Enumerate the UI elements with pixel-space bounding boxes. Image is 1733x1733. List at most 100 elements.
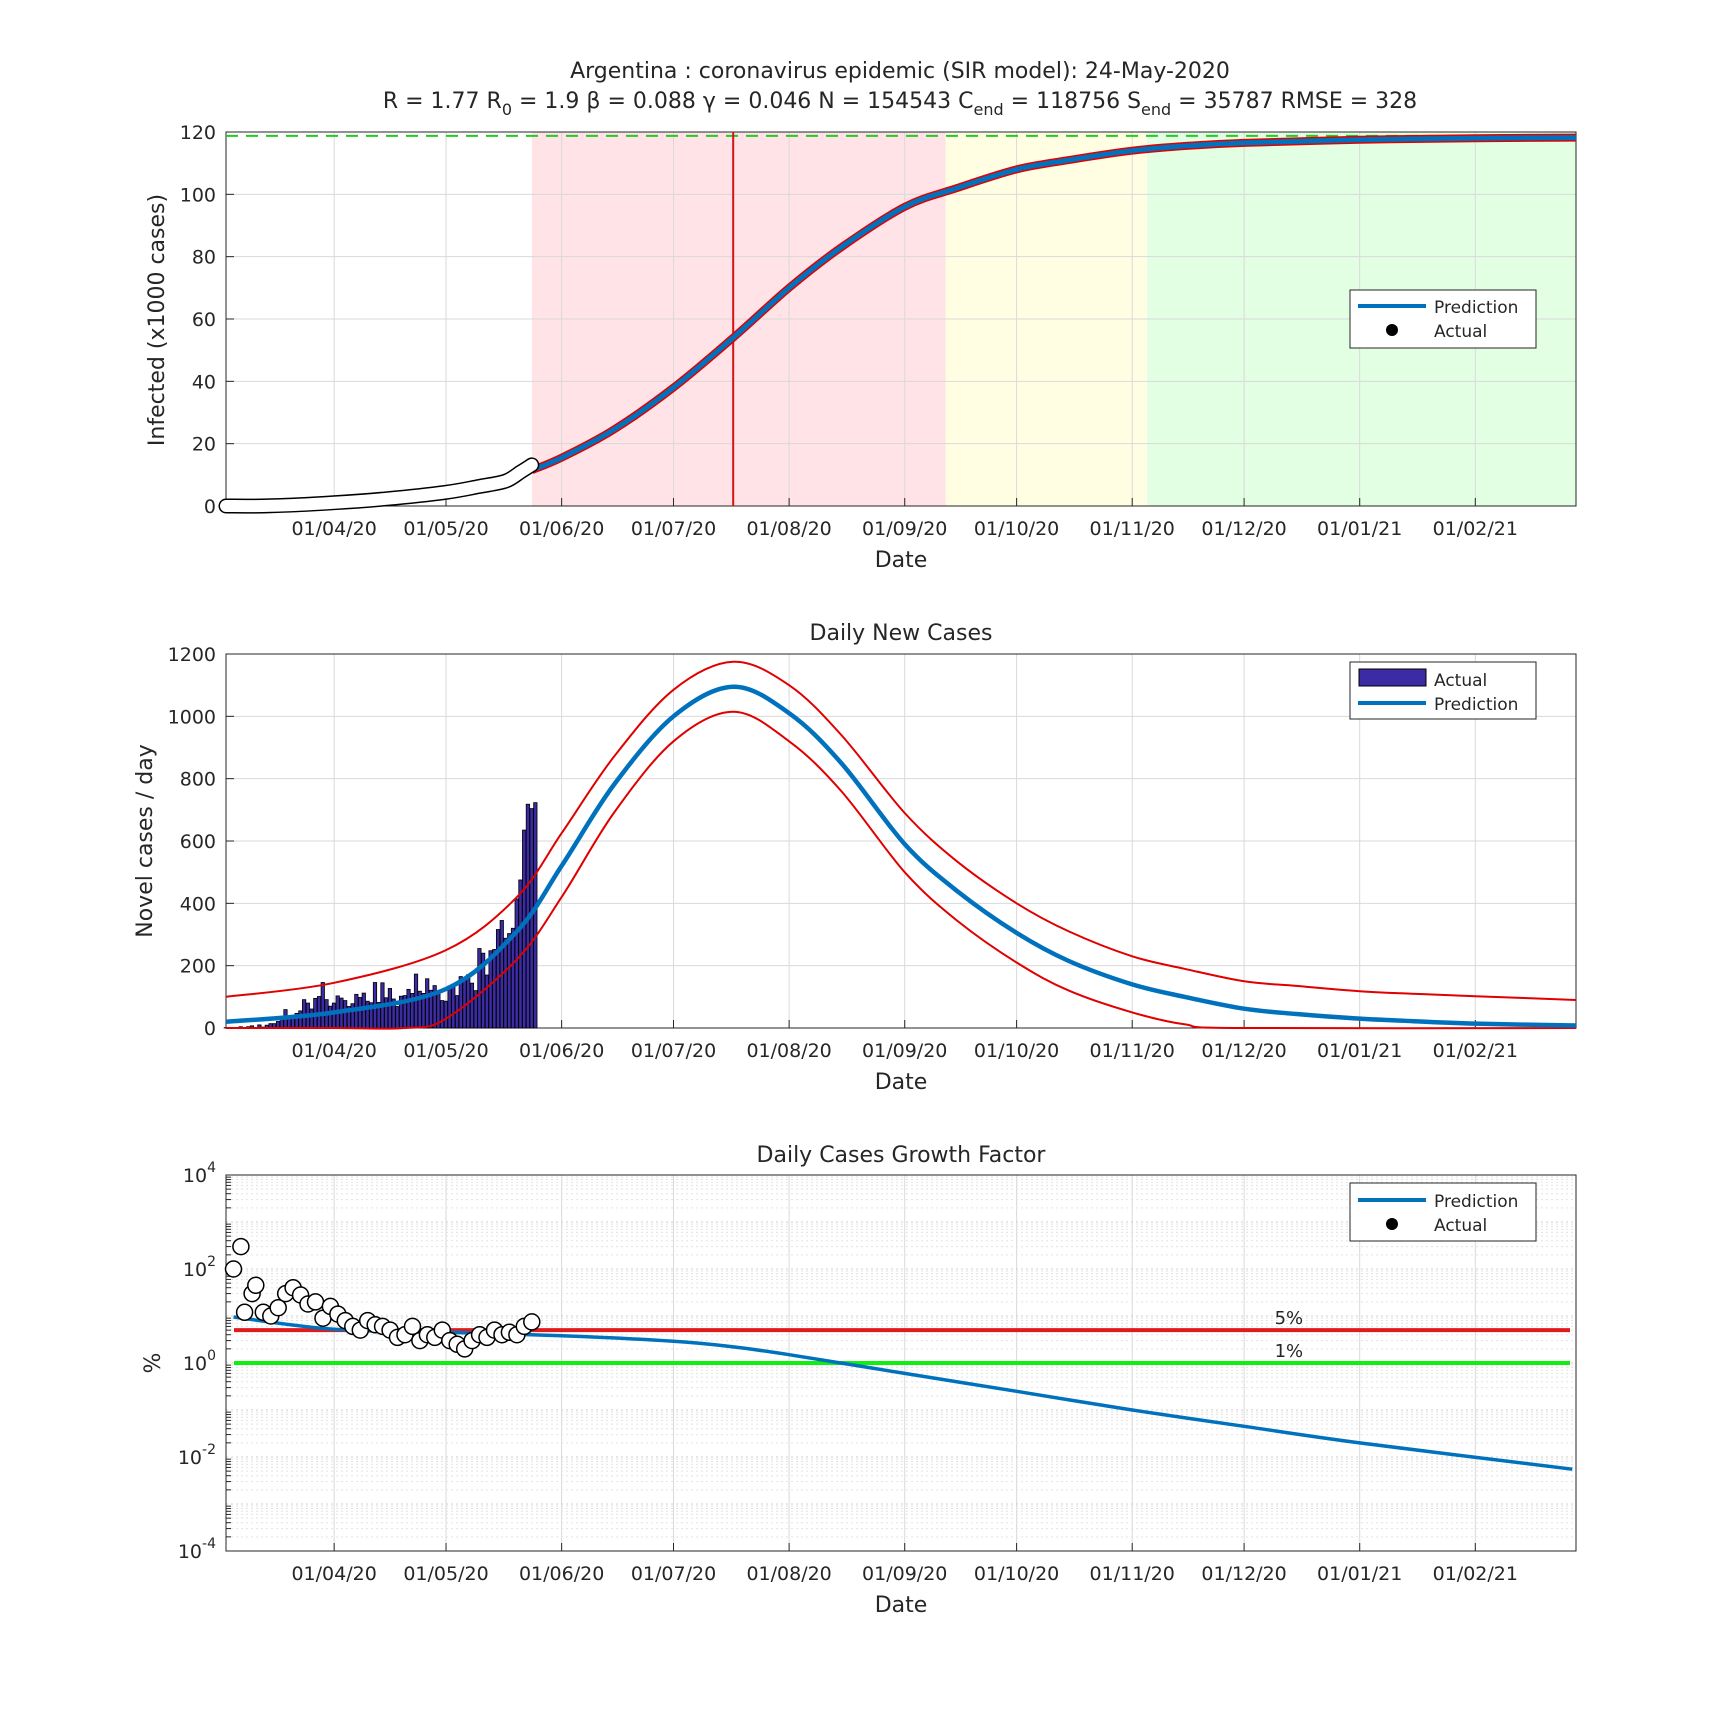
daily-bar [462,978,467,1029]
x-tick-label: 01/08/20 [746,1040,831,1062]
actual-point [269,1298,287,1317]
y-tick-label: 800 [180,769,216,791]
x-tick-label: 01/12/20 [1201,1040,1286,1062]
legend-actual-label: Actual [1434,1216,1487,1236]
legend-actual-label: Actual [1434,322,1487,342]
daily-bar [503,937,508,1029]
daily-bar [522,829,527,1029]
param-symbol: β [579,89,600,114]
tick-base: 10 [183,1259,207,1281]
actual-markers [220,458,538,513]
y-tick-label: 0 [204,496,216,518]
x-tick-label: 01/05/20 [403,1040,488,1062]
param-value: = 1.9 [512,89,579,114]
chart-title: Daily New Cases [810,621,993,646]
series: 5% 1% [224,1237,1573,1471]
daily-bar [484,974,489,1029]
x-tick-label: 01/10/20 [974,1040,1059,1062]
tick-exponent: -2 [202,1442,216,1458]
actual-bars [223,802,538,1029]
legend-box [1349,289,1537,349]
param-value: = 0.046 [716,89,811,114]
x-tick-label: 01/10/20 [974,1563,1059,1585]
x-tick-label: 01/04/20 [291,518,376,540]
param-value: = 118756 [1004,89,1120,114]
x-tick-label: 01/09/20 [862,518,947,540]
daily-bar [425,978,430,1029]
param-symbol: C [951,89,973,114]
legend: Actual Prediction [1349,661,1537,720]
y-tick-label: 20 [192,434,216,456]
x-axis-label: Date [875,1070,928,1095]
actual-point [306,1293,325,1311]
y-tick-label: 100 [180,184,216,206]
daily-bar [387,988,392,1029]
param-subscript: end [1141,100,1171,119]
x-tick-label: 01/04/20 [291,1563,376,1585]
x-tick-label: 01/04/20 [291,1040,376,1062]
threshold-label: 1% [1275,1341,1304,1362]
tick-exponent: 4 [207,1160,216,1176]
y-tick-label: 10-2 [178,1442,216,1469]
x-tick-label: 01/02/21 [1433,1563,1518,1585]
param-symbol: R [480,89,502,114]
legend-actual-label: Actual [1434,671,1487,691]
lower-bound-line [225,710,1577,1030]
x-tick-label: 01/11/20 [1090,1563,1175,1585]
tick-base: 10 [183,1165,207,1187]
legend-actual-marker [1386,324,1398,336]
x-tick-label: 01/05/20 [403,1563,488,1585]
daily-bar [309,1008,314,1029]
param-symbol: γ [696,89,716,114]
x-tick-label: 01/11/20 [1090,1040,1175,1062]
y-axis-label: Infected (x1000 cases) [145,194,170,446]
tick-base: 10 [178,1541,202,1563]
param-symbol: RMSE [1274,89,1343,114]
tick-exponent: -4 [202,1536,216,1552]
y-tick-label: 60 [192,309,216,331]
param-value: = 1.77 [398,89,479,114]
tick-exponent: 2 [207,1254,216,1270]
y-tick-label: 200 [180,956,216,978]
prediction-line [530,135,1577,473]
y-tick-label: 1200 [168,644,216,666]
y-tick-label: 100 [183,1348,216,1375]
daily-bar [320,982,325,1029]
daily-bar [298,1010,303,1029]
daily-bar [451,987,456,1029]
param-subscript: end [974,100,1004,119]
x-tick-label: 01/12/20 [1201,1563,1286,1585]
x-tick-label: 01/11/20 [1090,518,1175,540]
series [225,660,1577,1030]
daily-bar [510,927,516,1029]
y-tick-label: 40 [192,371,216,393]
x-tick-label: 01/08/20 [746,1563,831,1585]
y-tick-label: 102 [183,1254,216,1281]
x-tick-label: 01/02/21 [1433,518,1518,540]
cumulative-chart: 0 20 40 60 80 100 120 01/04/20 01/05/20 01/06/20… [145,122,1577,573]
daily-bar [328,1005,333,1029]
legend: Prediction Actual [1349,1182,1537,1242]
x-tick-label: 01/09/20 [862,1040,947,1062]
x-tick-label: 01/02/21 [1433,1040,1518,1062]
x-tick-label: 01/06/20 [519,1040,604,1062]
legend-box [1349,1182,1537,1242]
plot-frame [225,1174,1577,1552]
y-tick-labels: 0 20 40 60 80 100 120 [180,122,216,518]
y-tick-label: 600 [180,831,216,853]
daily-bar [331,1002,337,1029]
x-tick-label: 01/12/20 [1201,518,1286,540]
series [218,132,1577,514]
x-tick-label: 01/10/20 [974,518,1059,540]
param-value: = 154543 [835,89,951,114]
daily-bar [440,1000,445,1029]
daily-bar [469,982,475,1029]
daily-bar [406,988,411,1029]
daily-bar [350,1003,355,1029]
x-tick-label: 01/09/20 [862,1563,947,1585]
param-subscript: 0 [502,100,512,119]
actual-point [403,1317,422,1336]
param-value: = 0.088 [600,89,695,114]
x-tick-label: 01/07/20 [631,518,716,540]
